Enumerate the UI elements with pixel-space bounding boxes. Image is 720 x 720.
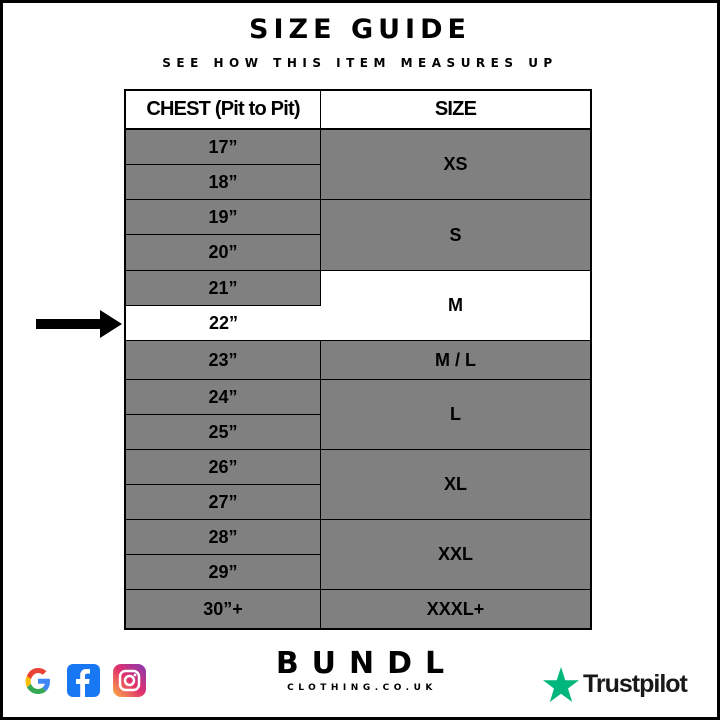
size-cell: XS [321, 130, 590, 200]
chest-cell: 27” [126, 485, 321, 520]
instagram-icon[interactable] [113, 664, 146, 697]
arrow-right-icon [36, 310, 122, 338]
facebook-icon[interactable] [67, 664, 100, 697]
brand-logo: BUNDL [275, 646, 458, 681]
brand-url: CLOTHING.CO.UK [287, 683, 437, 693]
size-cell: XXL [321, 520, 590, 590]
size-cell: L [321, 380, 590, 450]
chest-cell: 18” [126, 165, 321, 200]
chest-cell: 20” [126, 235, 321, 271]
trustpilot-badge[interactable]: Trustpilot [543, 667, 688, 702]
chest-cell: 29” [126, 555, 321, 590]
google-icon[interactable] [21, 664, 55, 698]
chest-cell: 23” [126, 341, 321, 380]
size-cell: S [321, 200, 590, 271]
chest-cell: 25” [126, 415, 321, 450]
trustpilot-label: Trustpilot [583, 670, 688, 698]
chest-cell: 26” [126, 450, 321, 485]
size-table: CHEST (Pit to Pit) SIZE 17” 18” 19” 20” 21” 2… [124, 89, 592, 630]
chest-cell: 17” [126, 130, 321, 165]
column-header-chest: CHEST (Pit to Pit) [126, 91, 321, 130]
column-header-size: SIZE [321, 91, 590, 130]
size-cell: M / L [321, 341, 590, 380]
chest-cell: 19” [126, 200, 321, 235]
trustpilot-star-icon [543, 667, 579, 702]
page-subtitle: SEE HOW THIS ITEM MEASURES UP [162, 56, 558, 70]
page-title: SIZE GUIDE [249, 14, 471, 45]
size-cell: M [321, 271, 590, 341]
chest-cell: 24” [126, 380, 321, 415]
chest-cell: 22” [126, 306, 321, 341]
size-cell: XL [321, 450, 590, 520]
size-cell: XXXL+ [321, 590, 590, 628]
chest-cell: 30”+ [126, 590, 321, 628]
chest-cell: 21” [126, 271, 321, 306]
chest-cell: 28” [126, 520, 321, 555]
